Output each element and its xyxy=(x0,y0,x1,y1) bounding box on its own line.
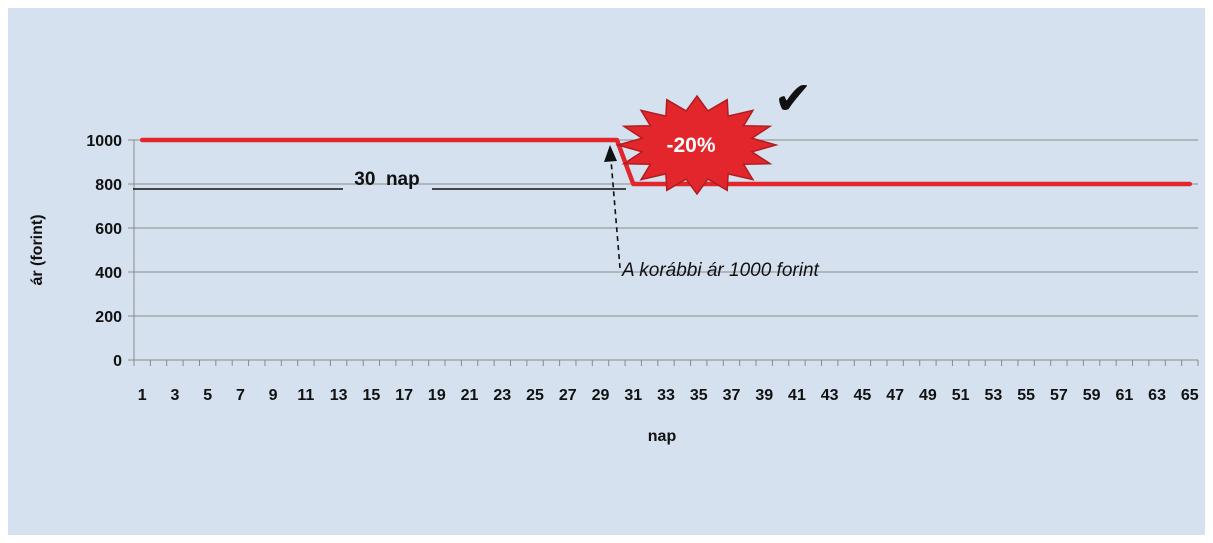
y-tick-label-0: 0 xyxy=(113,353,122,370)
x-tick-label-5: 5 xyxy=(203,387,212,404)
axes xyxy=(128,139,1199,366)
y-axis-title: ár (forint) xyxy=(29,214,46,285)
x-tick-label-35: 35 xyxy=(690,387,708,404)
x-tick-label-41: 41 xyxy=(788,387,806,404)
x-tick-label-13: 13 xyxy=(330,387,348,404)
y-tick-labels: 0 200 400 600 800 1000 xyxy=(86,133,122,370)
discount-label: -20% xyxy=(666,134,715,157)
x-tick-label-37: 37 xyxy=(723,387,741,404)
thirty-day-bracket: 30 nap xyxy=(133,169,626,190)
x-tick-label-23: 23 xyxy=(493,387,511,404)
x-tick-label-57: 57 xyxy=(1050,387,1068,404)
x-tick-label-31: 31 xyxy=(624,387,642,404)
previous-price-callout: A korábbi ár 1000 forint xyxy=(604,145,820,281)
x-tick-label-51: 51 xyxy=(952,387,970,404)
bracket-label: 30 nap xyxy=(354,169,419,190)
x-tick-label-19: 19 xyxy=(428,387,446,404)
y-tick-label-800: 800 xyxy=(95,177,122,194)
arrow-head xyxy=(604,145,617,162)
x-tick-label-29: 29 xyxy=(592,387,610,404)
x-tick-label-11: 11 xyxy=(297,387,314,404)
x-tick-label-1: 1 xyxy=(138,387,147,404)
x-tick-label-21: 21 xyxy=(461,387,479,404)
x-axis-title: nap xyxy=(648,428,677,445)
x-tick-label-25: 25 xyxy=(526,387,544,404)
x-tick-label-61: 61 xyxy=(1115,387,1133,404)
x-tick-label-65: 65 xyxy=(1181,387,1199,404)
x-tick-label-55: 55 xyxy=(1017,387,1035,404)
x-tick-label-17: 17 xyxy=(395,387,413,404)
y-tick-label-600: 600 xyxy=(95,221,122,238)
x-tick-label-45: 45 xyxy=(854,387,872,404)
x-tick-label-3: 3 xyxy=(170,387,179,404)
y-tick-label-400: 400 xyxy=(95,265,122,282)
starburst-shape xyxy=(615,94,779,196)
x-tick-label-7: 7 xyxy=(236,387,245,404)
y-tick-label-200: 200 xyxy=(95,309,122,326)
previous-price-note: A korábbi ár 1000 forint xyxy=(621,260,820,281)
y-tick-label-1000: 1000 xyxy=(86,133,122,150)
x-tick-label-49: 49 xyxy=(919,387,937,404)
x-tick-labels: 1 3 5 7 9 11 13 15 17 19 21 23 25 27 29 31 33 35 37 39 41 43 4… xyxy=(138,387,1199,404)
x-tick-label-59: 59 xyxy=(1083,387,1101,404)
x-tick-label-9: 9 xyxy=(269,387,278,404)
x-tick-label-53: 53 xyxy=(984,387,1002,404)
x-tick-label-39: 39 xyxy=(755,387,773,404)
x-tick-label-15: 15 xyxy=(362,387,380,404)
check-icon: ✔ xyxy=(774,71,813,125)
x-tick-label-27: 27 xyxy=(559,387,577,404)
x-tick-label-43: 43 xyxy=(821,387,839,404)
x-tick-label-33: 33 xyxy=(657,387,675,404)
discount-starburst: -20% xyxy=(615,94,779,196)
x-tick-label-47: 47 xyxy=(886,387,904,404)
dashed-arrow-line xyxy=(610,159,621,269)
x-tick-label-63: 63 xyxy=(1148,387,1166,404)
